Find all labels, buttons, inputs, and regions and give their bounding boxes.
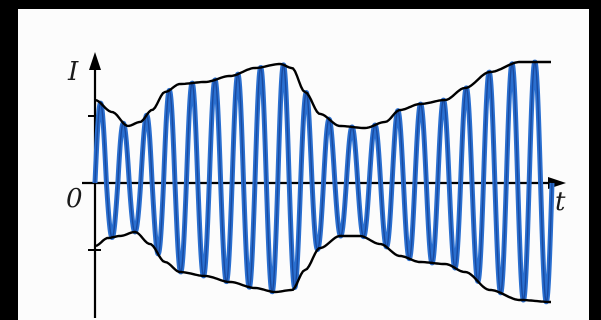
y-axis-arrow — [89, 52, 101, 70]
x-axis-label: t — [555, 187, 566, 217]
upper-envelope — [94, 60, 551, 130]
signal-wave — [92, 59, 555, 305]
wave-core-stroke — [94, 61, 553, 303]
origin-label: 0 — [66, 184, 83, 214]
y-axis-label: I — [67, 57, 79, 87]
lower-envelope — [94, 230, 551, 304]
